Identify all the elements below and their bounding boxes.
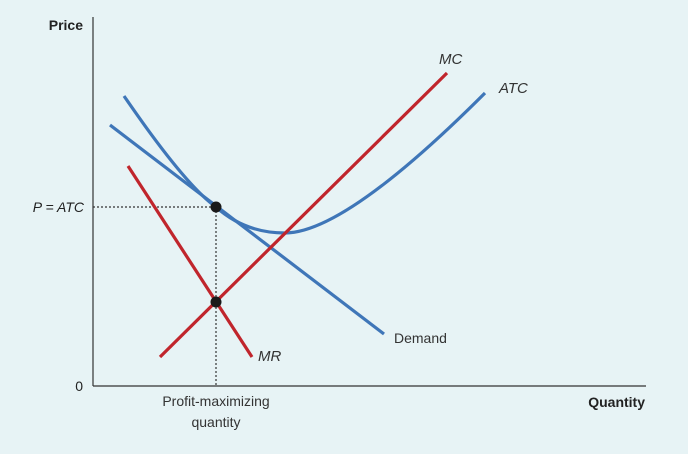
- demand-label: Demand: [394, 330, 447, 346]
- mr-mc-intersection-point: [210, 296, 222, 308]
- y-axis-title: Price: [49, 17, 83, 33]
- price-atc-point: [210, 201, 222, 213]
- mr-curve: [126, 165, 254, 358]
- y-origin-label: 0: [75, 378, 83, 394]
- price-tick-label: P = ATC: [33, 199, 85, 215]
- x-axis-title: Quantity: [588, 394, 645, 410]
- quantity-tick-label-line2: quantity: [191, 414, 240, 430]
- mr-label: MR: [258, 348, 281, 365]
- demand-curve: [109, 123, 385, 336]
- atc-curve: [122, 91, 487, 235]
- mc-label: MC: [439, 51, 462, 68]
- atc-label: ATC: [498, 80, 528, 97]
- mc-curve: [158, 71, 449, 359]
- quantity-tick-label-line1: Profit-maximizing: [162, 393, 269, 409]
